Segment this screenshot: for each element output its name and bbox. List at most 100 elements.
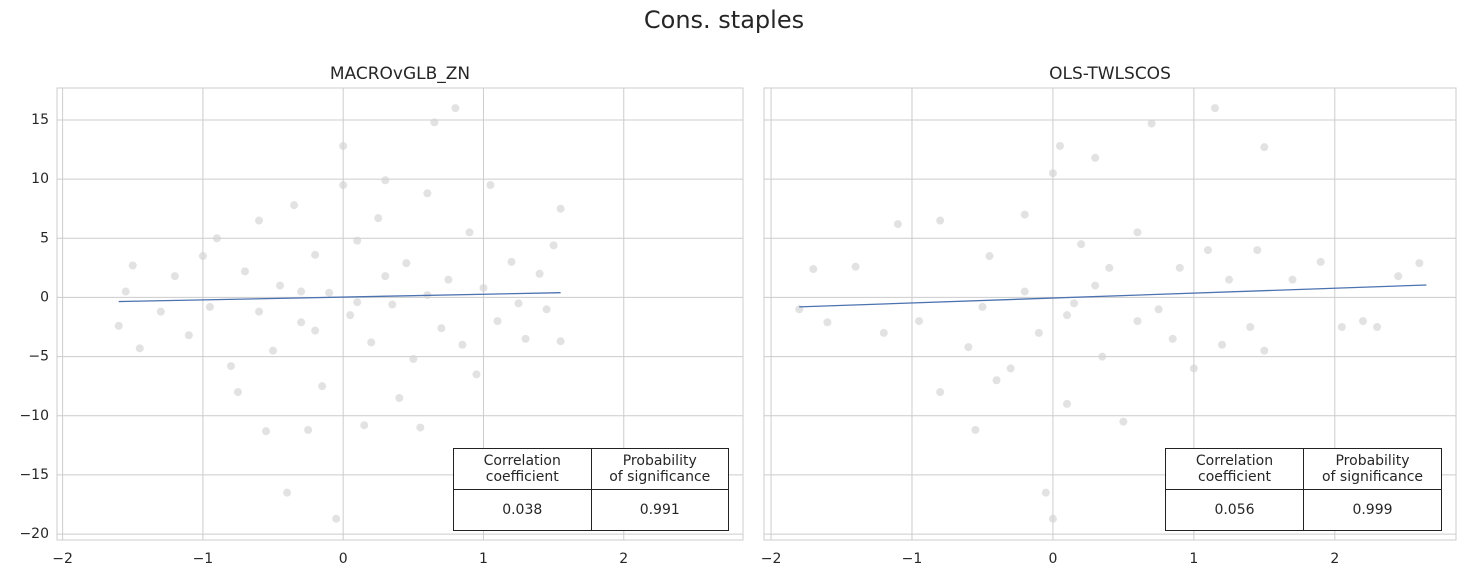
x-tick-label: −1 — [193, 551, 214, 567]
point — [542, 305, 551, 314]
point — [240, 267, 249, 276]
point — [339, 141, 348, 150]
x-tick-label: 1 — [479, 551, 488, 567]
point — [1070, 299, 1079, 308]
point — [1077, 240, 1086, 249]
point — [1225, 275, 1234, 284]
point — [444, 275, 453, 284]
point — [1253, 246, 1262, 255]
point — [1168, 334, 1177, 343]
point — [184, 331, 193, 340]
point — [255, 216, 264, 225]
point — [353, 236, 362, 245]
table-cell: Probability of significance — [590, 448, 729, 490]
point — [233, 388, 242, 397]
point — [1063, 399, 1072, 408]
point — [135, 344, 144, 353]
point — [121, 287, 130, 296]
y-tick-label: −5 — [28, 349, 49, 365]
point — [297, 287, 306, 296]
table-cell: Correlation coefficient — [453, 448, 592, 490]
point — [1048, 169, 1057, 178]
point — [346, 311, 355, 320]
point — [479, 283, 488, 292]
y-tick-label: 5 — [40, 230, 49, 246]
x-tick-label: 1 — [1189, 551, 1198, 567]
table-cell: Probability of significance — [1303, 448, 1442, 490]
point — [521, 334, 530, 343]
point — [367, 338, 376, 347]
point — [262, 427, 271, 436]
point — [395, 394, 404, 403]
point — [311, 250, 320, 259]
x-tick-label: −1 — [902, 551, 923, 567]
stats-table: Correlation coefficient Probability of si… — [1165, 448, 1442, 531]
point — [535, 269, 544, 278]
point — [1133, 228, 1142, 237]
figure-title: Cons. staples — [644, 6, 804, 34]
point — [198, 252, 207, 261]
point — [255, 307, 264, 316]
point — [114, 321, 123, 330]
point — [212, 234, 221, 243]
point — [823, 318, 832, 327]
point — [430, 118, 439, 127]
point — [388, 300, 397, 309]
point — [978, 302, 987, 311]
point — [1119, 417, 1128, 426]
point — [486, 181, 495, 190]
point — [1373, 323, 1382, 332]
y-tick-label: −10 — [19, 408, 49, 424]
point — [1154, 305, 1163, 314]
point — [936, 388, 945, 397]
point — [269, 346, 278, 355]
point — [381, 272, 390, 281]
point — [809, 265, 818, 274]
point — [205, 302, 214, 311]
point — [458, 340, 467, 349]
x-tick-label: 2 — [619, 551, 628, 567]
point — [1147, 119, 1156, 128]
point — [549, 241, 558, 250]
point — [374, 214, 383, 223]
point — [1020, 210, 1029, 219]
point — [472, 370, 481, 379]
point — [170, 272, 179, 281]
point — [1091, 153, 1100, 162]
point — [964, 343, 973, 352]
point — [1337, 323, 1346, 332]
point — [1055, 141, 1064, 150]
point — [1288, 275, 1297, 284]
point — [304, 425, 313, 434]
point — [311, 326, 320, 335]
point — [992, 376, 1001, 385]
x-tick-label: −2 — [52, 551, 73, 567]
point — [297, 318, 306, 327]
point — [1415, 259, 1424, 268]
point — [556, 337, 565, 346]
point — [465, 228, 474, 237]
table-cell: 0.056 — [1165, 489, 1304, 531]
point — [226, 362, 235, 371]
point — [1210, 104, 1219, 113]
point — [360, 421, 369, 430]
plot-frame — [56, 87, 744, 541]
y-tick-label: 15 — [31, 112, 49, 128]
table-cell: 0.999 — [1303, 489, 1442, 531]
point — [1034, 328, 1043, 337]
point — [556, 204, 565, 213]
point — [276, 281, 285, 290]
point — [507, 257, 516, 266]
point — [353, 298, 362, 307]
point — [936, 216, 945, 225]
panel-title: OLS-TWLSCOS — [1049, 64, 1171, 84]
point — [1133, 317, 1142, 326]
point — [128, 261, 137, 270]
x-tick-label: 0 — [339, 551, 348, 567]
point — [1394, 272, 1403, 281]
y-tick-label: −15 — [19, 467, 49, 483]
y-tick-label: 0 — [40, 289, 49, 305]
table-cell: Correlation coefficient — [1165, 448, 1304, 490]
point — [1091, 281, 1100, 290]
point — [1260, 346, 1269, 355]
